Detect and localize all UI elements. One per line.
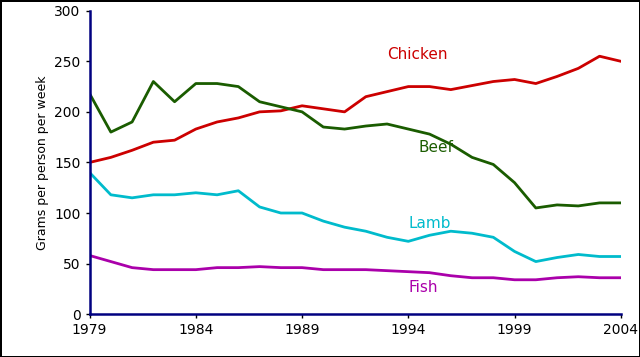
Text: Chicken: Chicken bbox=[387, 47, 447, 62]
Y-axis label: Grams per person per week: Grams per person per week bbox=[36, 75, 49, 250]
Text: Beef: Beef bbox=[419, 140, 454, 155]
Text: Lamb: Lamb bbox=[408, 216, 451, 231]
Text: Fish: Fish bbox=[408, 280, 438, 295]
